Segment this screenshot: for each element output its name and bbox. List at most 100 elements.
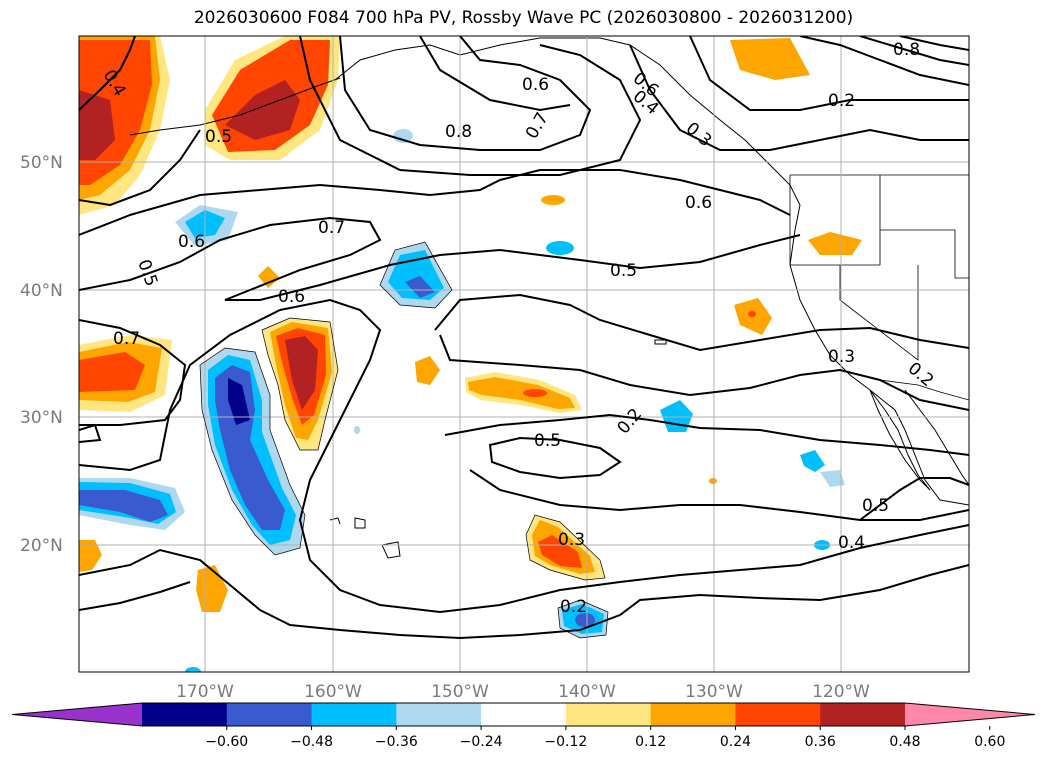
positive-anomaly-47n [541,195,565,205]
positive-anomaly-19n [79,540,102,572]
lon-label-160w: 160°W [304,682,362,702]
positive-anomaly-small-40n [258,266,280,288]
contour-mid-4 [79,423,102,443]
positive-anomaly-ne [730,38,810,80]
colorbar-tick-label: 0.24 [720,734,751,750]
lon-label-140w: 140°W [558,682,616,702]
colorbar-tick-label: 0.48 [889,734,920,750]
us-mexico-border [879,379,969,401]
positive-anomaly-37n-max [748,311,756,317]
contour-central-loop [434,293,969,352]
positive-anomaly-small-33n [415,356,440,385]
negative-anomaly-40n-max [405,276,435,298]
outline-14n [557,599,609,639]
contour-mid-5 [79,298,969,614]
positive-anomaly-nw-max [79,90,115,160]
contour-label: 0.6 [685,193,712,213]
contour-label: 0.6 [522,75,549,95]
negative-anomaly-42n [546,241,574,255]
island-dot [654,339,667,345]
positive-anomaly-19n-max [538,535,582,568]
lat-label-40n: 40°N [20,281,63,301]
colorbar-outline [11,702,1036,727]
negative-anomaly-small [393,129,413,143]
contour-south [79,581,191,611]
contour-label: 0.5 [610,261,637,281]
contour-ne-3 [799,36,969,86]
contour-inner [444,413,969,456]
outline-ridge [261,317,339,451]
negative-anomaly-dot [354,426,360,434]
contour-nw-1 [79,36,136,111]
contour-label: 0.7 [318,218,345,238]
contour-label: 0.2 [560,597,587,617]
contour-label: 0.3 [828,347,855,367]
colorbar-segment [481,703,567,726]
positive-anomaly-ridge-max [285,336,318,410]
contour-label: 0.5 [205,127,232,147]
contour-inner-3 [469,469,969,521]
outline-19n [525,514,606,581]
gulf-california [904,389,969,486]
pv-contours [79,36,969,640]
colorbar-tick-label: −0.12 [544,734,587,750]
positive-anomaly-aleutian-max [225,80,300,140]
lon-label-150w: 150°W [431,682,489,702]
negative-anomaly-30n [660,400,693,432]
contour-label: 0.8 [445,122,472,142]
outline-trough [199,347,306,556]
contour-label: 0.7 [113,329,140,349]
positive-anomaly-dot [709,478,717,484]
map-title: 2026030600 F084 700 hPa PV, Rossby Wave … [193,8,854,28]
hawaii-2 [354,517,366,529]
contour-label: 0.8 [893,40,920,60]
latitude-labels: 50°N 40°N 30°N 20°N [20,153,63,556]
colorbar-tick-label: 0.60 [974,734,1005,750]
colorbar-extension-high [905,703,1035,726]
colorbar-segment [735,703,821,726]
colorbar-segment [650,703,736,726]
colorbar-segment [565,703,652,726]
colorbar-tick-label: −0.60 [205,734,248,750]
state-border-1 [789,175,881,266]
colorbar-segment [311,703,397,726]
negative-anomaly-dot-south [185,667,201,672]
colorbar-tick-label: 0.12 [635,734,666,750]
lat-label-20n: 20°N [20,536,63,556]
colorbar-segment [820,703,906,726]
contour-north-1 [339,36,592,151]
map-frame [78,35,970,673]
negative-anomaly-24n [820,470,845,487]
contour-ne-4 [859,36,969,66]
anomaly-outlines [199,241,609,639]
lon-label-130w: 130°W [685,682,743,702]
lon-label-170w: 170°W [176,682,234,702]
positive-anomaly-30n-core [468,377,575,409]
contour-se-1 [859,477,969,521]
contour-ne-1 [629,44,969,151]
negative-anomaly-trough-max [228,378,250,425]
contour-north-2 [299,36,642,176]
colorbar-segment [226,703,313,726]
contour-label: 0.6 [178,232,205,252]
aleutians [129,77,341,136]
coastlines [129,37,969,559]
contour-central-loop-2 [439,334,969,411]
colorbar-tick-label: −0.36 [375,734,418,750]
contour-nw-2 [79,129,201,207]
positive-anomaly-33n-max [79,352,145,392]
contour-ne-2 [689,36,969,111]
colorbar-tick-label: 0.36 [805,734,836,750]
alaska-coast [334,37,801,206]
contour-ne-5 [899,36,969,51]
outline-40n [379,241,453,309]
contour-label: 0.4 [838,533,865,553]
north-america-west-coast [789,204,969,506]
lon-label-120w: 120°W [812,682,870,702]
negative-anomaly-25n [800,450,825,472]
contour-north-3 [419,36,571,112]
colorbar: −0.60 −0.48 −0.36 −0.24 −0.12 0.12 0.24 0.36 0.4… [11,702,1036,750]
lat-label-30n: 30°N [20,408,63,428]
contour-mid-1 [79,169,791,236]
